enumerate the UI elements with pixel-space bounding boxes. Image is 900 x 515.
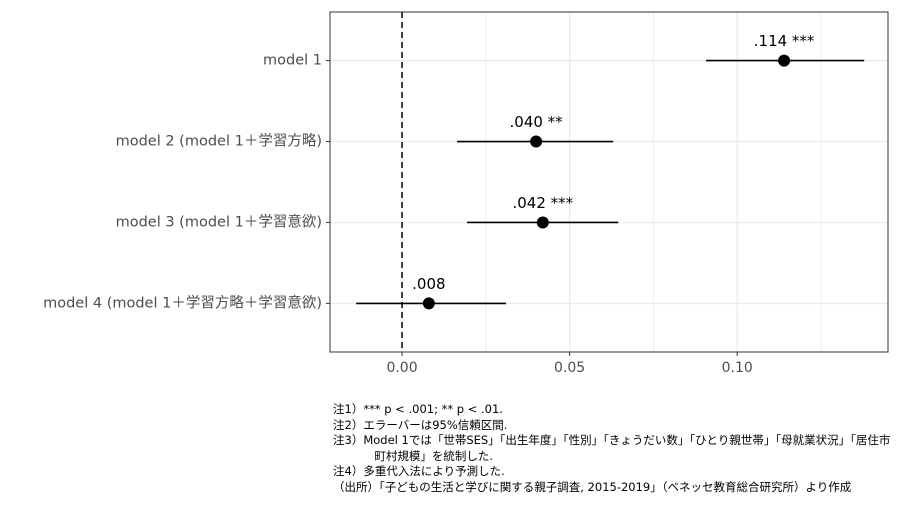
note: 注1）*** p < .001; ** p < .01. (333, 402, 503, 416)
point (536, 216, 549, 229)
notes: 注1）*** p < .001; ** p < .01. 注2）エラーバーは95%… (333, 402, 898, 495)
value-label: .042 *** (512, 194, 573, 212)
x-tick-label: 0.05 (554, 360, 585, 376)
y-tick-label: model 2 (model 1＋学習方略) (116, 133, 322, 150)
value-label: .008 (412, 275, 445, 293)
y-tick-label: model 1 (263, 53, 322, 69)
note: （出所）「子どもの生活と学びに関する親子調査, 2015-2019」（ベネッセ教… (333, 479, 852, 494)
value-label: .114 *** (754, 32, 815, 50)
value-label: .040 ** (510, 113, 564, 131)
y-tick-label: model 3 (model 1＋学習意欲) (116, 212, 322, 230)
y-tick-label: model 4 (model 1＋学習方略＋学習意欲) (43, 293, 322, 311)
plot-border (329, 11, 889, 353)
note: 注4）多重代入法により予測した. (333, 464, 505, 478)
chart: 0.00 0.05 0.10 model 1 .114 *** model 2 (mode… (43, 11, 889, 376)
point (530, 135, 543, 148)
x-tick-label: 0.00 (386, 360, 417, 376)
point (422, 297, 435, 310)
x-tick-label: 0.10 (722, 360, 753, 376)
note: 注3）Model 1では「世帯SES」「出生年度」「性別」「きょうだい数」「ひと… (333, 433, 891, 463)
note: 注2）エラーバーは95%信頼区間. (333, 417, 508, 432)
point (778, 54, 791, 67)
